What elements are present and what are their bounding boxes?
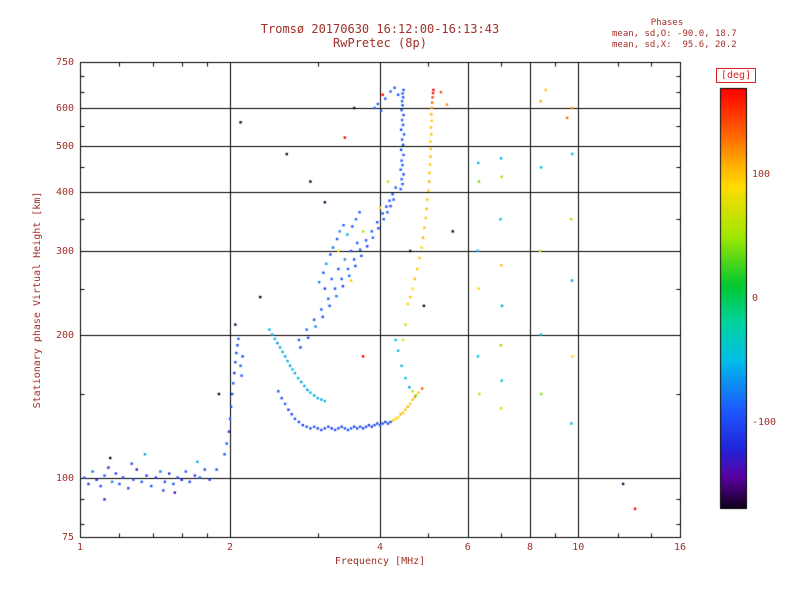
y-tick-label: 100 <box>55 472 74 484</box>
plot-subtitle: RwPretec (8p) <box>333 36 427 50</box>
x-tick-label: 2 <box>226 542 234 553</box>
colorbar-unit-label: [deg] <box>716 68 757 83</box>
x-tick-label: 10 <box>572 542 585 553</box>
y-axis-label: Stationary phase Virtual Height [km] <box>32 191 43 409</box>
phases-mean-sd-o: mean, sd,O: -90.0, 18.7 <box>612 29 737 39</box>
phases-stats-heading: Phases <box>650 18 684 28</box>
plot-title: Tromsø 20170630 16:12:00-16:13:43 <box>260 22 500 36</box>
y-tick-label: 600 <box>55 103 74 115</box>
y-tick-label: 500 <box>55 140 74 152</box>
y-tick-label: 300 <box>55 246 74 258</box>
y-tick-label: 750 <box>55 57 74 68</box>
x-tick-label: 6 <box>464 542 471 553</box>
y-tick-label: 75 <box>61 532 74 543</box>
y-tick-label: 200 <box>55 329 74 341</box>
colorbar-tick-label: -100 <box>752 416 777 428</box>
colorbar-tick-label: 100 <box>752 169 771 181</box>
x-tick-label: 1 <box>76 542 84 553</box>
x-tick-label: 4 <box>376 542 384 553</box>
y-tick-label: 400 <box>55 186 74 198</box>
colorbar-tick-label: 0 <box>752 293 759 304</box>
x-axis-label: Frequency [MHz] <box>334 556 426 567</box>
phases-mean-sd-x: mean, sd,X: 95.6, 20.2 <box>612 40 737 50</box>
x-tick-label: 16 <box>673 542 687 553</box>
x-tick-label: 8 <box>526 542 534 553</box>
